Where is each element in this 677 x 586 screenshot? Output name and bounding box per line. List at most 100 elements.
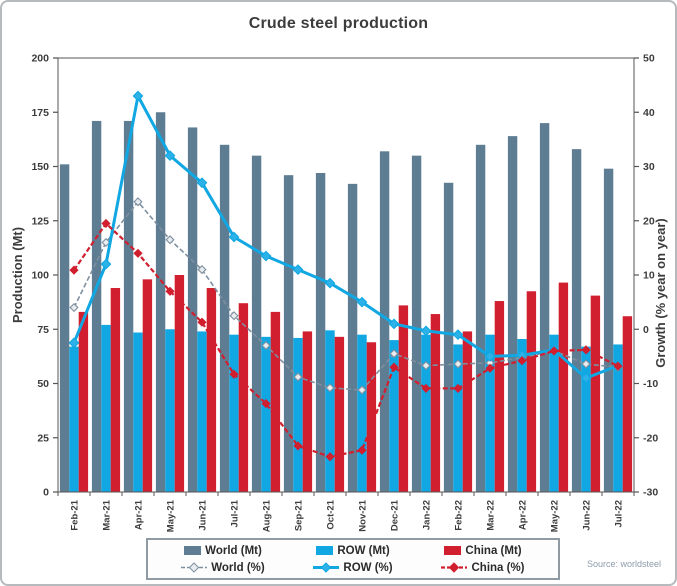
bar-china-apr-22 bbox=[526, 291, 537, 492]
left-tick-label: 25 bbox=[37, 432, 49, 444]
bar-world-jul-22 bbox=[603, 168, 614, 493]
bar-world-jun-21 bbox=[187, 127, 198, 492]
marker-china-may-21 bbox=[165, 286, 175, 296]
bar-china-mar-22 bbox=[494, 301, 505, 492]
marker-china-feb-21 bbox=[69, 265, 79, 275]
bar-china-feb-22 bbox=[462, 331, 473, 492]
legend-item-china-mt-: China (Mt) bbox=[418, 545, 548, 557]
bar-world-aug-21 bbox=[251, 155, 262, 492]
bar-row-sep-21 bbox=[293, 337, 303, 492]
legend-item-row-mt-: ROW (Mt) bbox=[288, 545, 418, 557]
legend-label: World (%) bbox=[211, 561, 265, 574]
bar-china-mar-21 bbox=[110, 288, 121, 492]
legend-label: China (%) bbox=[471, 561, 525, 574]
bar-china-jul-22 bbox=[622, 316, 633, 492]
left-axis-title: Production (Mt) bbox=[10, 227, 25, 323]
legend-item-world-: World (%) bbox=[158, 562, 288, 574]
marker-row-feb-22 bbox=[452, 329, 464, 341]
line-china bbox=[73, 222, 619, 458]
marker-row-feb-21 bbox=[68, 337, 80, 349]
bar-china-may-22 bbox=[558, 282, 569, 492]
left-tick-label: 100 bbox=[31, 270, 49, 282]
bar-row-jun-21 bbox=[197, 331, 207, 492]
bar-china-apr-21 bbox=[142, 279, 153, 492]
legend-line-swatch bbox=[441, 562, 468, 573]
legend: World (Mt) ROW (Mt) China (Mt) World (%) ROW… bbox=[146, 538, 560, 580]
bar-row-oct-21 bbox=[325, 330, 335, 492]
x-tick-label: Jul-21 bbox=[230, 499, 241, 527]
bar-world-jul-21 bbox=[219, 144, 230, 493]
bar-row-dec-21 bbox=[389, 340, 399, 492]
marker-china-nov-21 bbox=[357, 445, 367, 455]
legend-line-swatch bbox=[313, 562, 340, 573]
marker-china-oct-21 bbox=[325, 452, 335, 462]
x-tick-label: May-21 bbox=[166, 499, 177, 532]
marker-china-jul-22 bbox=[613, 361, 623, 371]
marker-row-dec-21 bbox=[388, 318, 400, 330]
x-tick-label: Mar-21 bbox=[102, 499, 113, 530]
x-tick-label: Aug-21 bbox=[262, 499, 273, 532]
legend-label: World (Mt) bbox=[205, 544, 262, 557]
marker-china-mar-22 bbox=[485, 363, 495, 373]
bar-row-feb-22 bbox=[453, 344, 463, 492]
right-axis-title: Growth (% year on year) bbox=[653, 218, 668, 368]
x-tick-label: Oct-21 bbox=[326, 499, 337, 529]
marker-world-feb-21 bbox=[69, 302, 79, 313]
bar-row-jul-22 bbox=[613, 344, 623, 492]
marker-world-dec-21 bbox=[389, 349, 399, 359]
right-tick-label: -20 bbox=[643, 432, 658, 444]
left-tick-label: 50 bbox=[37, 378, 49, 390]
marker-world-oct-21 bbox=[325, 383, 335, 393]
bar-world-feb-22 bbox=[443, 182, 454, 492]
bar-row-apr-21 bbox=[133, 332, 143, 492]
bar-world-jun-22 bbox=[571, 149, 582, 492]
marker-world-aug-21 bbox=[261, 340, 271, 351]
legend-bar-swatch bbox=[184, 546, 202, 555]
marker-china-sep-21 bbox=[293, 441, 303, 451]
legend-bar-swatch bbox=[444, 546, 462, 555]
marker-world-mar-21 bbox=[101, 237, 111, 248]
x-tick-label: Sep-21 bbox=[294, 499, 305, 531]
line-world bbox=[73, 201, 619, 391]
marker-row-mar-22 bbox=[484, 350, 496, 362]
marker-row-nov-21 bbox=[356, 296, 368, 308]
legend-label: ROW (%) bbox=[343, 561, 393, 574]
bar-world-oct-21 bbox=[315, 173, 326, 492]
bar-world-may-22 bbox=[539, 123, 550, 492]
bar-china-jan-22 bbox=[430, 314, 441, 492]
x-tick-label: Nov-21 bbox=[358, 499, 369, 531]
marker-china-jun-22 bbox=[581, 345, 591, 355]
legend-item-china-: China (%) bbox=[418, 562, 548, 574]
x-tick-label: Feb-21 bbox=[70, 499, 81, 530]
bar-world-may-21 bbox=[155, 112, 166, 492]
bar-row-jul-21 bbox=[229, 334, 239, 492]
bar-row-feb-21 bbox=[69, 346, 79, 492]
legend-label: ROW (Mt) bbox=[337, 544, 390, 557]
left-tick-label: 200 bbox=[31, 53, 49, 65]
bar-world-sep-21 bbox=[283, 175, 294, 492]
marker-row-oct-21 bbox=[324, 277, 336, 289]
legend-label: China (Mt) bbox=[465, 544, 522, 557]
x-tick-label: Jun-21 bbox=[198, 499, 209, 530]
bar-row-may-21 bbox=[165, 329, 175, 492]
x-tick-label: Apr-21 bbox=[134, 499, 145, 530]
marker-world-jun-22 bbox=[581, 359, 591, 369]
x-tick-label: Mar-22 bbox=[486, 500, 497, 531]
marker-row-jan-22 bbox=[420, 325, 432, 337]
marker-row-jul-21 bbox=[228, 231, 240, 243]
x-tick-label: May-22 bbox=[550, 500, 561, 532]
right-tick-label: 10 bbox=[643, 270, 655, 282]
marker-china-feb-22 bbox=[453, 383, 463, 393]
legend-bar-swatch bbox=[316, 546, 334, 555]
bar-china-oct-21 bbox=[334, 336, 345, 492]
marker-row-may-21 bbox=[164, 150, 176, 162]
bar-china-nov-21 bbox=[366, 342, 377, 492]
x-tick-label: Jan-22 bbox=[422, 500, 433, 530]
legend-item-row-: ROW (%) bbox=[288, 562, 418, 574]
marker-world-feb-22 bbox=[453, 359, 463, 369]
bar-row-mar-22 bbox=[485, 334, 495, 492]
marker-china-aug-21 bbox=[261, 398, 271, 409]
marker-china-dec-21 bbox=[389, 362, 399, 372]
bar-row-may-22 bbox=[549, 334, 559, 492]
marker-china-jun-21 bbox=[197, 317, 207, 327]
